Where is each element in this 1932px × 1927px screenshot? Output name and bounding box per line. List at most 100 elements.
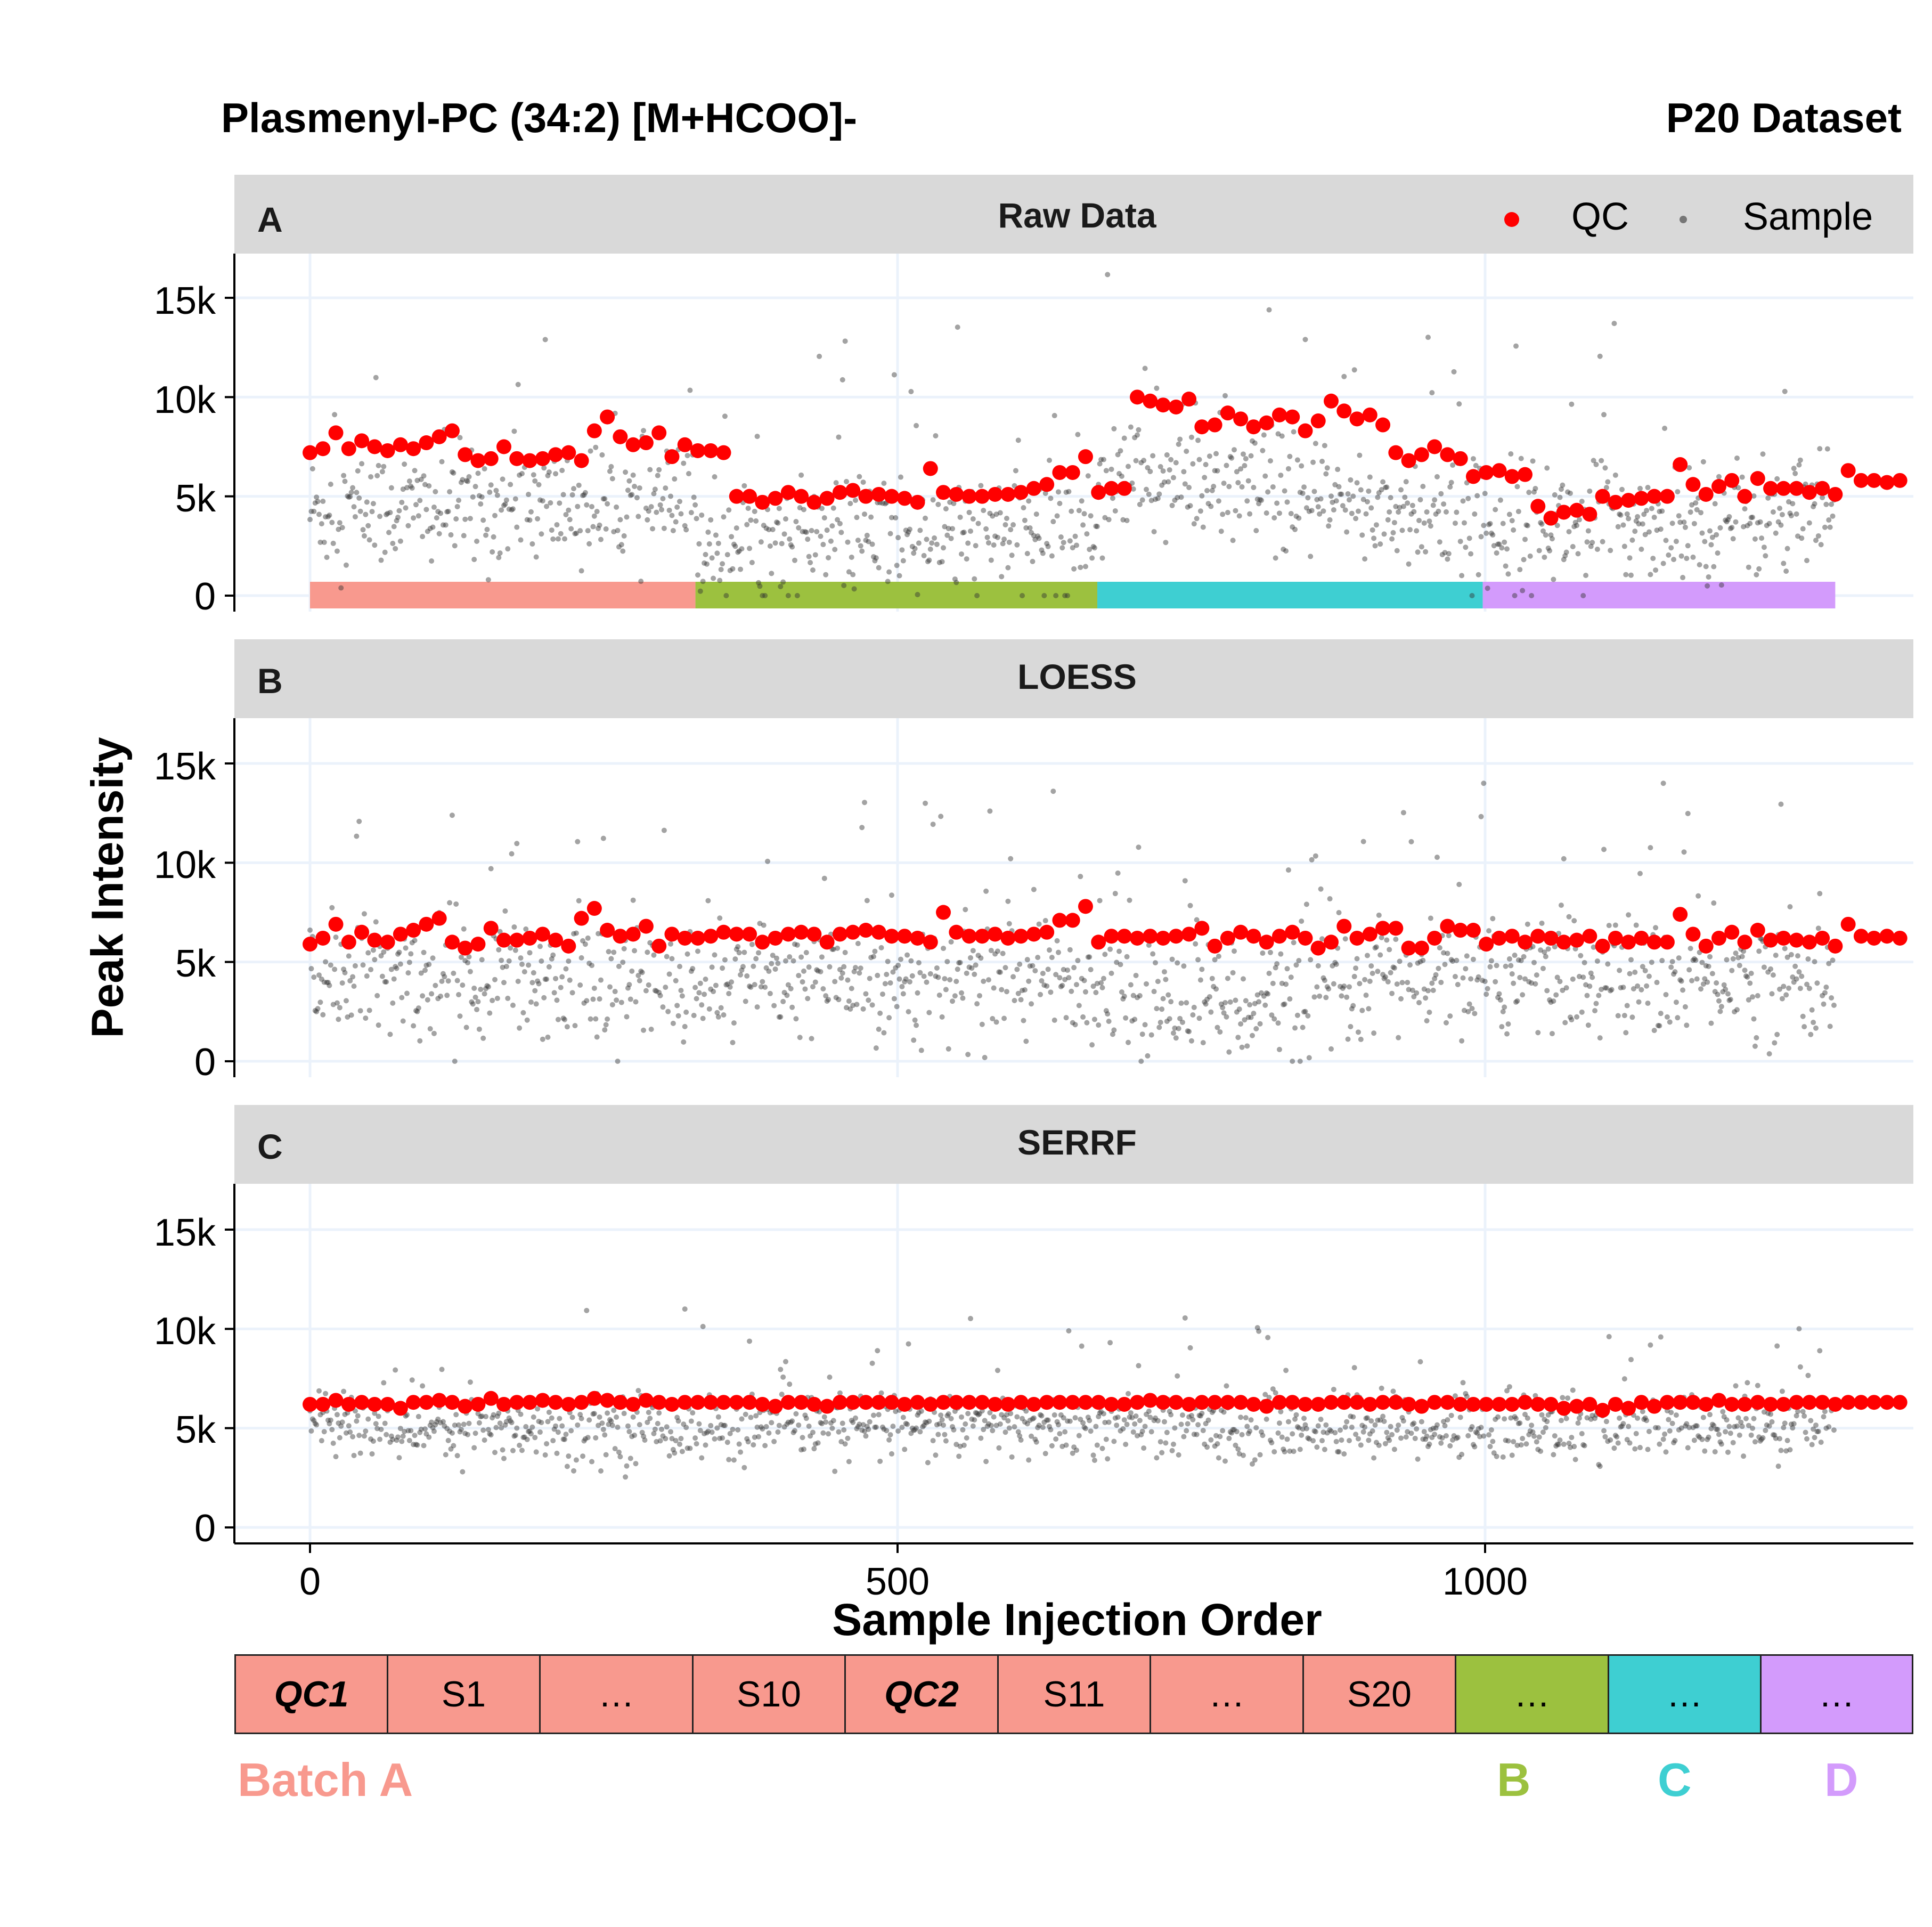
sample-point [1416,517,1422,523]
sample-point [1024,551,1030,557]
sample-point [793,519,799,525]
sample-point [323,1391,329,1396]
sample-point [798,472,804,478]
qc-point [1646,934,1662,950]
sample-point [1566,528,1572,534]
sample-point [1743,1416,1749,1421]
sample-point [1569,401,1575,407]
batch-bar-a [310,582,696,608]
sample-point [947,499,953,505]
qc-point [1271,1395,1287,1410]
sample-point [1699,960,1705,965]
sample-point [960,995,966,1001]
sample-point [336,1017,341,1022]
sample-point [1049,553,1055,559]
sample-point [566,1453,572,1459]
sample-point [700,1323,706,1329]
sample-point [1355,1436,1361,1442]
sample-point [714,1425,720,1431]
sample-point [809,1036,814,1042]
sample-point [1542,1417,1547,1422]
sample-point [429,558,435,564]
qc-point [897,491,912,506]
sample-point [762,593,768,598]
sample-point [756,1434,762,1440]
sample-point [1053,593,1059,598]
sample-point [1155,1418,1161,1424]
sample-point [823,1419,829,1425]
sample-point [1213,986,1219,992]
sample-point [1495,541,1501,547]
sample-point [729,979,735,985]
sample-point [1809,1007,1815,1013]
sample-point [348,1012,354,1018]
sample-point [607,468,613,474]
sample-point [1812,1435,1817,1441]
sample-point [1627,1440,1633,1446]
sample-point [1712,1449,1718,1454]
sample-point [1176,1026,1181,1031]
sample-point [1088,966,1094,972]
sample-point [1368,963,1374,969]
sample-point [314,1422,320,1428]
sample-point [1328,493,1334,499]
sample-point [879,991,885,997]
sample-point [1633,922,1639,928]
sample-point [1078,1417,1083,1422]
sample-point [589,504,594,510]
sample-point [633,1461,639,1467]
sample-point [1161,969,1167,975]
batch-c-label: C [1658,1753,1692,1806]
sample-point [1732,1424,1738,1429]
sample-point [939,559,945,565]
sample-point [1400,810,1406,816]
qc-point [755,494,770,510]
sample-point [1275,431,1281,437]
sample-point [621,533,627,539]
sample-point [430,955,436,961]
sample-point [1214,1025,1220,1030]
sample-point [1763,553,1768,559]
sample-point [373,375,379,380]
qc-point [1181,926,1197,942]
sequence-cell-qc2: QC2 [844,1654,999,1734]
sample-point [1362,556,1368,562]
sample-point [1293,962,1299,968]
qc-point [328,1393,344,1408]
sample-point [1478,1425,1484,1430]
sample-point [1072,1022,1078,1028]
sample-point [664,954,670,960]
sample-point [1545,946,1551,952]
sample-point [1154,1006,1160,1012]
sample-point [496,947,502,953]
qc-point [380,934,395,950]
sample-point [1830,957,1836,963]
qc-point [1207,938,1222,954]
sample-point [1684,1022,1690,1028]
sample-point [1804,981,1810,987]
sample-point [925,1460,931,1466]
sample-point [1580,1442,1586,1448]
sample-point [1015,990,1021,996]
sample-point [1619,1423,1625,1429]
sample-point [646,1410,651,1416]
sample-point [975,521,981,526]
sample-point [1217,1029,1223,1035]
sample-point [836,997,842,1003]
sample-point [629,968,635,974]
sample-point [361,533,367,539]
sample-point [1470,1442,1476,1448]
sample-point [413,502,419,508]
sample-point [1306,1055,1312,1061]
sample-point [1446,551,1452,557]
sample-point [396,949,402,955]
qc-point [768,930,783,946]
sample-point [1433,511,1439,517]
sample-point [414,477,420,483]
sample-point [821,1414,827,1420]
sample-point [422,967,428,973]
sample-point [985,540,991,546]
qc-point [1000,930,1016,946]
sample-point [503,497,509,503]
sample-point [952,576,958,582]
